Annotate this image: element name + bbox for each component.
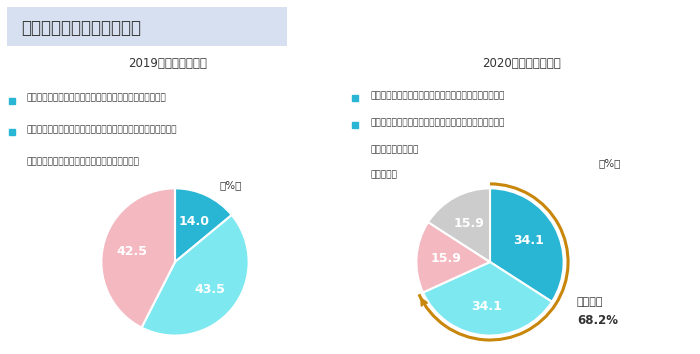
Text: 新学習指導要領実施の認知: 新学習指導要領実施の認知 (21, 19, 141, 38)
Text: 改訂されることも改訂の内容も把握していない: 改訂されることも改訂の内容も把握していない (27, 158, 139, 166)
Wedge shape (423, 262, 552, 336)
Text: 改訂されることを知っており、改訂の内容も把握している: 改訂されることを知っており、改訂の内容も把握している (27, 94, 166, 103)
Text: 変化認知: 変化認知 (577, 297, 603, 308)
Wedge shape (102, 188, 175, 327)
Text: 2020年度（改訂後）: 2020年度（改訂後） (482, 57, 561, 70)
Wedge shape (428, 188, 490, 262)
Text: （%）: （%） (219, 180, 241, 190)
Wedge shape (490, 188, 564, 302)
Wedge shape (175, 188, 232, 262)
Text: 学校のカリキュラムや指導の内容に明確な変化があった: 学校のカリキュラムや指導の内容に明確な変化があった (370, 91, 505, 100)
Text: 学校のカリキュラムや指導の内容に多少の変化があった: 学校のカリキュラムや指導の内容に多少の変化があった (370, 119, 505, 127)
Text: 15.9: 15.9 (454, 217, 484, 230)
Text: 42.5: 42.5 (116, 245, 148, 258)
Text: わからない: わからない (370, 171, 398, 179)
Text: （%）: （%） (598, 158, 620, 168)
Text: 34.1: 34.1 (513, 234, 544, 247)
Text: 2019年度（改訂前）: 2019年度（改訂前） (129, 57, 207, 70)
Text: 改訂されることを知っているが、改訂の内容を把握していない: 改訂されることを知っているが、改訂の内容を把握していない (27, 126, 177, 135)
Text: 68.2%: 68.2% (577, 314, 618, 327)
Text: 43.5: 43.5 (194, 283, 225, 296)
Wedge shape (416, 222, 490, 292)
Text: 14.0: 14.0 (178, 216, 209, 228)
Text: 特に変化がなかった: 特に変化がなかった (370, 146, 419, 155)
Text: 15.9: 15.9 (430, 252, 461, 265)
Text: 34.1: 34.1 (471, 299, 502, 313)
Wedge shape (141, 215, 248, 336)
